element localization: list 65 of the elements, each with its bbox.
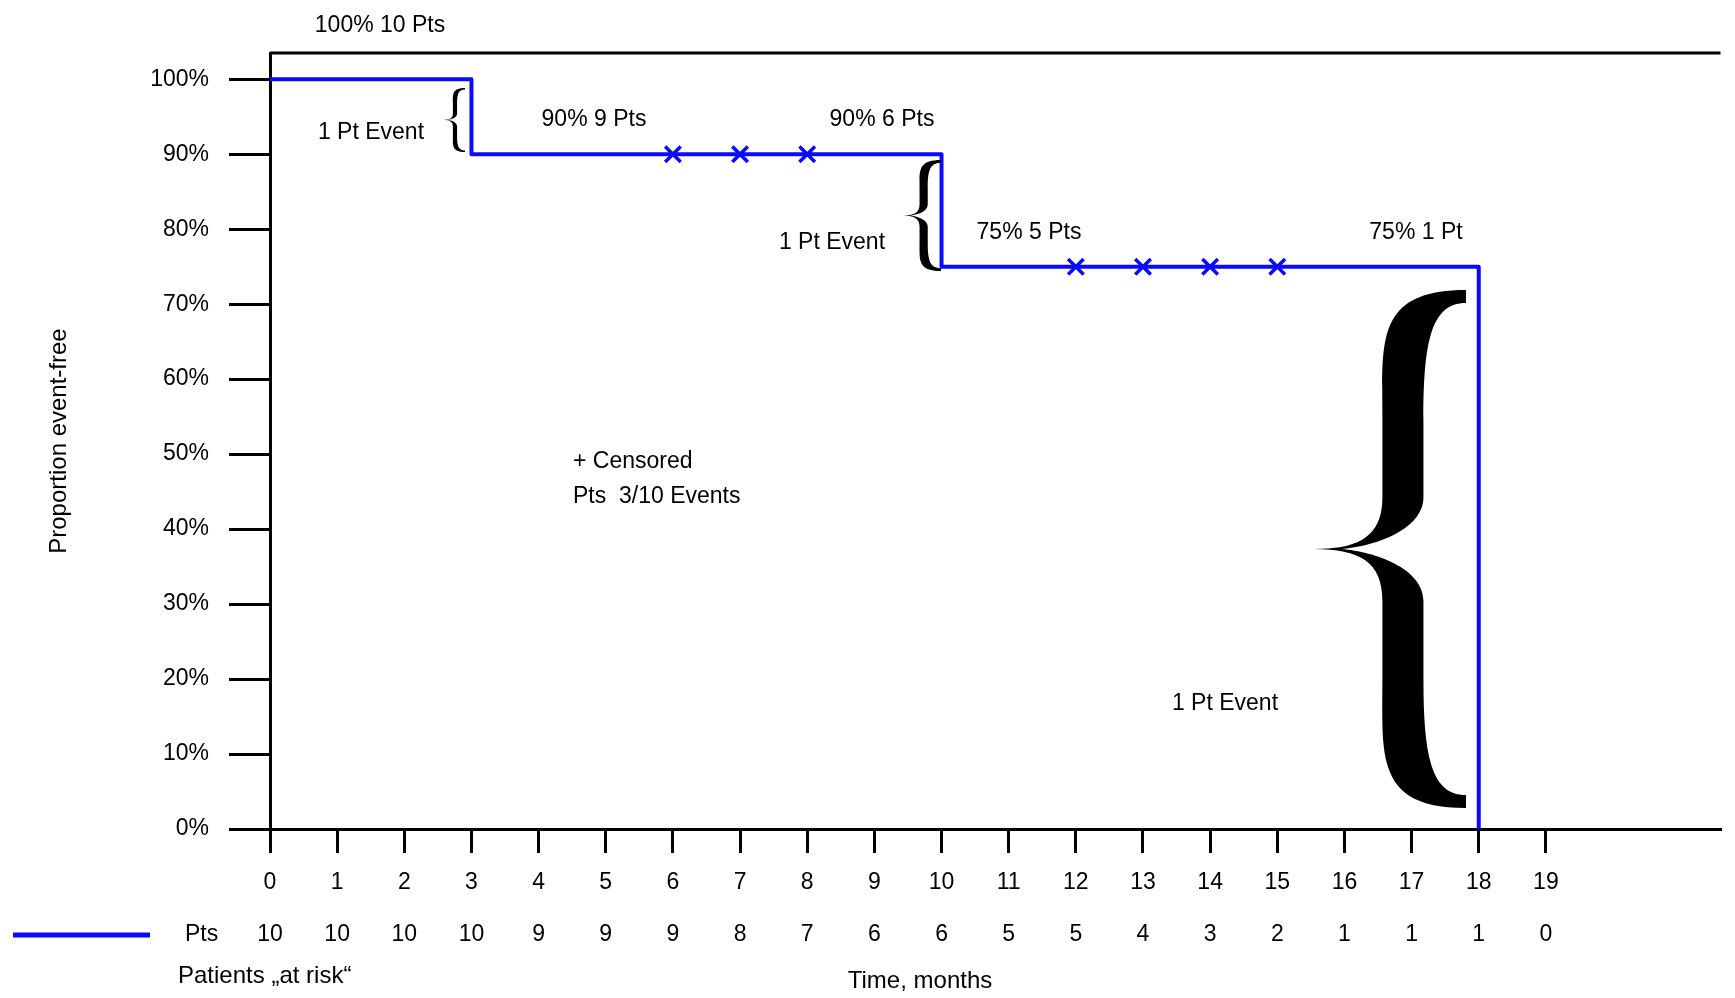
x-axis-title: Time, months [847,965,993,993]
x-tick-label: 7 [733,868,747,895]
text: 9 [666,920,680,947]
y-tick-label: 40% [162,514,209,541]
annotation: 90% 9 Pts [541,105,647,132]
y-tick-label: 90% [162,139,209,166]
annotation: 75% 1 Pt [1369,218,1464,245]
text: 10 [257,920,283,947]
x-tick-label: 17 [1398,868,1425,895]
text: 1 [1472,920,1486,947]
text: 6 [867,920,881,947]
x-tick-label: 6 [666,868,680,895]
x-tick-label: 3 [465,868,478,895]
x-tick-label: 8 [800,868,814,895]
x-tick-label: 0 [263,868,277,895]
text: 10 [458,920,485,947]
text: Patients „at risk“ [178,960,352,988]
y-tick-label: 50% [162,439,209,466]
x-tick-label: 9 [867,868,881,895]
text: 6 [935,920,948,947]
text: 3 [1203,920,1217,947]
text: 10 [391,920,418,947]
x-tick-label: 2 [397,868,411,895]
annotation: 90% 6 Pts [829,105,935,132]
y-tick-label: 30% [162,589,209,616]
x-tick-label: 1 [330,868,344,895]
y-tick-label: 0% [175,814,209,841]
x-tick-label: 19 [1533,868,1559,895]
text: 10 [324,920,350,947]
text: 5 [1002,920,1016,947]
annotation: 1 Pt Event [1171,689,1279,716]
x-tick-label: 10 [928,868,955,895]
x-tick-label: 12 [1063,868,1089,895]
text: Pts [185,920,219,947]
text: 5 [1069,920,1083,947]
y-tick-label: 80% [162,214,209,241]
x-tick-label: 11 [996,868,1021,895]
annotation: + Censored [573,447,693,474]
text: 7 [800,920,814,947]
x-tick-label: 13 [1130,868,1156,895]
text: 4 [1136,920,1150,947]
x-tick-label: 14 [1197,868,1224,895]
annotation: 75% 5 Pts [976,218,1082,245]
text: 9 [599,920,613,947]
annotation: 1 Pt Event [778,228,886,255]
annotation: Pts 3/10 Events [573,482,741,509]
text: 2 [1270,920,1284,947]
text: 9 [532,920,546,947]
x-tick-label: 15 [1264,868,1291,895]
y-tick-label: 70% [162,289,209,316]
text: 100% 10 Pts [314,11,446,38]
text: 1 [1338,920,1351,947]
x-tick-label: 16 [1331,868,1358,895]
y-tick-label: 100% [150,64,209,91]
y-tick-label: 60% [162,364,209,391]
text: 1 [1405,920,1418,947]
y-axis-title: Proportion event-free [44,328,72,554]
y-tick-label: 10% [162,739,209,766]
y-tick-label: 20% [162,664,209,691]
x-tick-label: 5 [599,868,613,895]
text: 0 [1539,920,1553,947]
text: 8 [733,920,747,947]
annotation: 1 Pt Event [317,118,425,145]
x-tick-label: 4 [532,868,546,895]
x-tick-label: 18 [1465,868,1492,895]
